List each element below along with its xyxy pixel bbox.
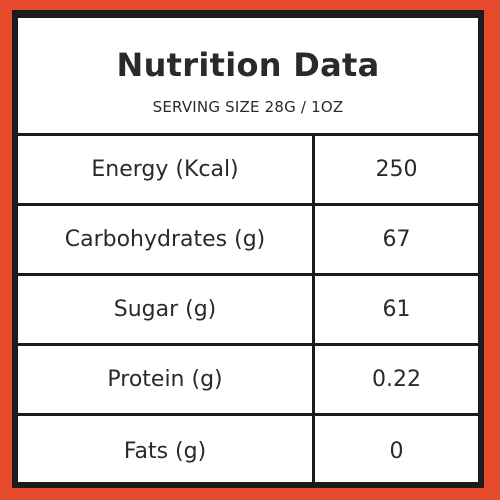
table-row-sugar: Sugar (g) 61	[18, 276, 478, 346]
nutrient-label: Sugar (g)	[18, 276, 315, 343]
nutrient-label: Energy (Kcal)	[18, 136, 315, 203]
nutrient-value: 67	[382, 227, 411, 252]
table-row-energy: Energy (Kcal) 250	[18, 136, 478, 206]
table-row-protein: Protein (g) 0.22	[18, 346, 478, 416]
serving-size: SERVING SIZE 28G / 1OZ	[152, 98, 344, 116]
nutrient-value: 0	[389, 438, 404, 464]
nutrition-table: Nutrition Data SERVING SIZE 28G / 1OZ En…	[12, 10, 484, 488]
table-row-fats: Fats (g) 0	[18, 416, 478, 486]
table-title: Nutrition Data	[116, 46, 380, 84]
nutrient-label: Carbohydrates (g)	[18, 206, 315, 273]
nutrient-value: 61	[382, 297, 411, 322]
table-row-carbohydrates: Carbohydrates (g) 67	[18, 206, 478, 276]
nutrient-value: 250	[375, 157, 418, 182]
nutrient-label: Fats (g)	[18, 416, 315, 486]
nutrient-rows: Energy (Kcal) 250 Carbohydrates (g) 67 S…	[18, 136, 478, 486]
nutrient-value: 0.22	[372, 367, 421, 392]
table-header: Nutrition Data SERVING SIZE 28G / 1OZ	[18, 18, 478, 136]
nutrient-label: Protein (g)	[18, 346, 315, 413]
